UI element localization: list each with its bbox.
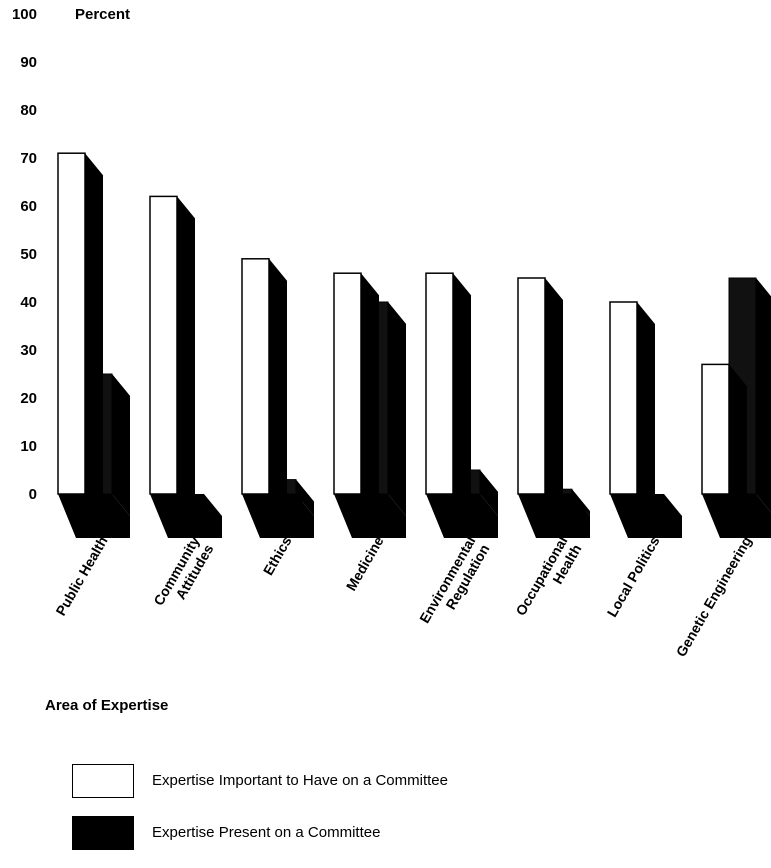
y-axis-label: Percent [75, 6, 130, 23]
bar-important-side [85, 153, 103, 516]
legend-swatch-present [72, 816, 134, 850]
legend-swatch-important [72, 764, 134, 798]
y-tick-80: 80 [20, 102, 37, 119]
bar-base [334, 494, 406, 538]
category-label-line: Genetic Engineering [673, 534, 755, 660]
y-tick-30: 30 [20, 342, 37, 359]
y-tick-10: 10 [20, 438, 37, 455]
bar-base [58, 494, 130, 538]
bar-important-side [361, 273, 379, 516]
y-tick-70: 70 [20, 150, 37, 167]
bar-chart: 0 10 20 30 40 50 60 70 80 90 100 Percent Public He… [12, 6, 771, 659]
category-label: Ethics [260, 533, 295, 578]
bar-base [702, 494, 771, 538]
bar-layer [57, 152, 771, 516]
category-label: Medicine [343, 533, 387, 593]
category-label-line: Public Health [52, 534, 110, 619]
bar-important [517, 277, 546, 495]
y-axis: 0 10 20 30 40 50 60 70 80 90 100 [12, 6, 37, 503]
category-label-line: Medicine [343, 533, 387, 593]
bar-important [149, 195, 178, 495]
bar-present-side [112, 374, 130, 516]
category-label-line: Local Politics [604, 533, 663, 619]
bar-important-side [269, 258, 287, 516]
y-tick-100: 100 [12, 6, 37, 23]
y-tick-0: 0 [29, 486, 37, 503]
y-tick-60: 60 [20, 198, 37, 215]
category-label: OccupationalHealth [512, 534, 584, 627]
bar-important [57, 152, 86, 495]
bar-base [150, 494, 222, 538]
category-label: Local Politics [604, 533, 663, 619]
bar-important [701, 363, 730, 495]
category-label: CommunityAttitudes [150, 533, 216, 616]
y-tick-50: 50 [20, 246, 37, 263]
bar-important-side [729, 364, 747, 516]
legend-label-important: Expertise Important to Have on a Committ… [152, 772, 448, 789]
bar-important [425, 272, 454, 495]
y-tick-90: 90 [20, 54, 37, 71]
category-labels: Public Health CommunityAttitudes Ethics Med… [52, 533, 754, 659]
bar-important [333, 272, 362, 495]
bar-base-layer [58, 494, 771, 538]
category-label: Genetic Engineering [673, 534, 755, 660]
bar-base [242, 494, 314, 538]
bar-present-side [388, 302, 406, 516]
bar-base [426, 494, 498, 538]
bar-base [610, 494, 682, 538]
bar-important [241, 258, 270, 495]
bar-present-side [756, 278, 771, 513]
bar-important [609, 301, 638, 495]
category-label: Public Health [52, 534, 110, 619]
bar-important-side [637, 302, 655, 516]
y-tick-20: 20 [20, 390, 37, 407]
bar-important-side [177, 196, 195, 516]
y-tick-40: 40 [20, 294, 37, 311]
x-axis-label: Area of Expertise [45, 697, 169, 714]
category-label: EnvironmentalRegulation [416, 534, 492, 634]
legend-label-present: Expertise Present on a Committee [152, 824, 381, 841]
category-label-line: Ethics [260, 533, 295, 578]
bar-important-side [545, 278, 563, 516]
bar-important-side [453, 273, 471, 516]
